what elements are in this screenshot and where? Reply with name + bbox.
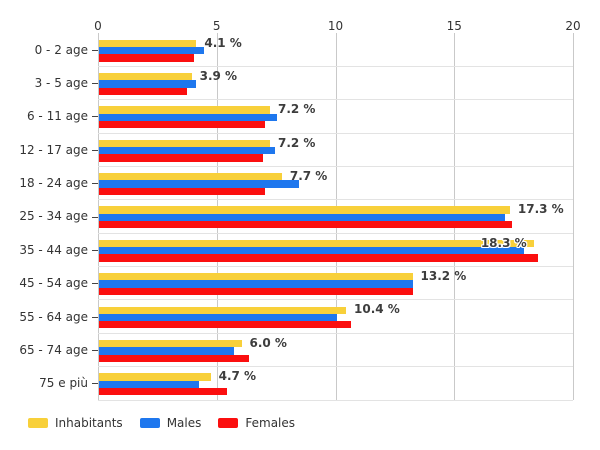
horizontal-gridline <box>98 99 573 101</box>
bar-inhabitants <box>99 39 197 47</box>
bar-females <box>99 120 266 129</box>
bar-females <box>99 87 187 95</box>
inhabitants-swatch-icon <box>28 418 48 428</box>
bar-value-label: 13.2 % <box>420 269 467 284</box>
bar-value-label: 4.7 % <box>218 369 257 384</box>
category-tick-mark <box>92 116 98 118</box>
category-tick-mark <box>92 183 98 185</box>
bar-value-label: 10.4 % <box>354 302 400 317</box>
legend-item-inhabitants: Inhabitants <box>28 416 123 430</box>
value-axis-baseline <box>98 33 99 400</box>
legend-item-females: Females <box>218 416 295 430</box>
bar-males <box>99 147 275 155</box>
females-swatch-icon <box>218 418 239 428</box>
bar-inhabitants <box>99 373 211 381</box>
bar-inhabitants <box>99 239 534 248</box>
category-tick-mark <box>92 83 98 85</box>
plot-area: 4.1 % 3.9 % 7.2 % 7.2 % 7.7 % 17.3 % 18.3 % 13.… <box>98 33 574 401</box>
bar-inhabitants <box>99 339 242 348</box>
category-label: 35 - 44 age <box>19 242 88 257</box>
bar-inhabitants <box>99 273 413 281</box>
category-label: 55 - 64 age <box>19 309 88 324</box>
bar-inhabitants <box>99 206 510 214</box>
horizontal-gridline <box>98 199 573 201</box>
horizontal-gridline <box>98 399 573 401</box>
bar-value-label: 4.1 % <box>204 35 242 50</box>
bar-inhabitants <box>99 106 270 114</box>
category-label: 18 - 24 age <box>19 176 88 191</box>
bar-inhabitants <box>99 139 270 148</box>
bar-inhabitants <box>99 173 282 181</box>
category-label: 75 e più <box>39 376 88 391</box>
x-axis-tick-label: 15 <box>446 19 462 33</box>
category-label: 12 - 17 age <box>19 142 88 157</box>
category-label: 45 - 54 age <box>19 276 88 291</box>
bar-value-label: 7.7 % <box>289 168 328 183</box>
bar-value-label: 7.2 % <box>278 135 316 150</box>
bar-females <box>99 287 413 296</box>
category-label: 6 - 11 age <box>26 109 88 124</box>
vertical-gridline <box>573 33 574 400</box>
males-swatch-icon <box>139 418 160 428</box>
x-axis-tick-label: 5 <box>212 19 221 33</box>
bar-value-label: 17.3 % <box>517 202 564 217</box>
category-tick-mark <box>92 216 98 218</box>
bar-males <box>99 180 299 188</box>
category-tick-mark <box>92 349 98 351</box>
bar-females <box>99 354 249 362</box>
category-label: 0 - 2 age <box>34 42 88 57</box>
horizontal-gridline <box>98 266 573 268</box>
bar-inhabitants <box>99 306 346 314</box>
category-tick-mark <box>92 316 98 318</box>
horizontal-gridline <box>98 132 573 134</box>
legend-label-inhabitants: Inhabitants <box>55 416 123 430</box>
category-label: 25 - 34 age <box>19 209 88 224</box>
bar-value-label: 7.2 % <box>278 102 316 117</box>
bar-females <box>99 54 194 62</box>
horizontal-gridline <box>98 65 573 67</box>
horizontal-gridline <box>98 332 573 334</box>
x-axis-tick-label: 10 <box>327 19 344 33</box>
bar-males <box>99 347 235 355</box>
bar-inhabitants <box>99 72 192 81</box>
category-tick-mark <box>92 149 98 151</box>
x-axis-tick-label: 0 <box>94 19 102 33</box>
bar-males <box>99 280 413 288</box>
legend-label-males: Males <box>166 416 202 430</box>
category-tick-mark <box>92 249 98 251</box>
category-tick-mark <box>92 49 98 51</box>
category-label: 3 - 5 age <box>34 76 88 91</box>
bar-males <box>99 247 525 255</box>
bar-value-label: 6.0 % <box>249 335 287 350</box>
bar-value-label: 3.9 % <box>199 68 238 83</box>
bar-females <box>99 321 351 329</box>
x-axis-tick-label: 20 <box>565 19 581 33</box>
category-tick-mark <box>92 383 98 385</box>
horizontal-gridline <box>98 366 573 368</box>
y-axis-category-labels: 0 - 2 age 3 - 5 age 6 - 11 age 12 - 17 age 1… <box>0 33 88 400</box>
bar-males <box>99 313 337 322</box>
bar-females <box>99 221 513 229</box>
bar-value-label: 18.3 % <box>480 235 527 250</box>
horizontal-gridline <box>98 165 573 167</box>
category-label: 65 - 74 age <box>19 342 88 357</box>
bar-females <box>99 254 539 262</box>
bar-females <box>99 387 228 396</box>
bar-males <box>99 213 506 222</box>
bar-females <box>99 187 266 196</box>
bar-males <box>99 380 199 388</box>
bar-females <box>99 154 263 162</box>
category-tick-mark <box>92 283 98 285</box>
bar-males <box>99 80 197 88</box>
legend: Inhabitants Males Females <box>28 416 295 430</box>
horizontal-gridline <box>98 299 573 301</box>
legend-item-males: Males <box>139 416 202 430</box>
bar-males <box>99 113 278 121</box>
horizontal-gridline <box>98 232 573 234</box>
legend-label-females: Females <box>245 416 296 430</box>
bar-males <box>99 46 204 55</box>
